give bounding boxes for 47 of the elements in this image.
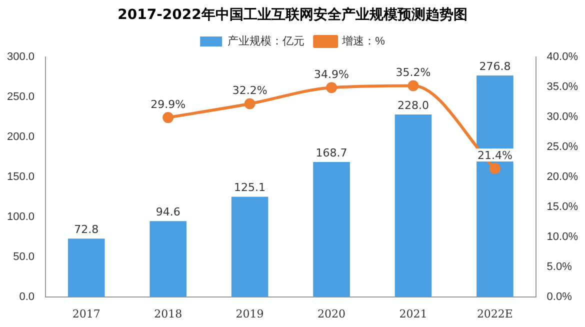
data-label: 34.9%	[314, 68, 349, 81]
data-label: 72.8	[74, 222, 99, 236]
data-label: 125.1	[234, 181, 266, 194]
data-label: 21.4%	[477, 148, 512, 162]
y-tick-label: 250.0	[6, 91, 35, 103]
data-label: 228.0	[397, 98, 429, 112]
bar	[394, 114, 432, 297]
y-tick-label: 200.0	[6, 130, 35, 143]
y-tick-label: 100.0	[6, 210, 35, 223]
bar	[476, 76, 514, 297]
x-tick-label: 2019	[236, 307, 264, 320]
x-tick-label: 2018	[154, 307, 182, 320]
x-tick-label: 2017	[72, 307, 100, 320]
data-label: 276.8	[479, 60, 511, 73]
chart-title: 2017-2022年中国工业互联网安全产业规模预测趋势图	[116, 6, 468, 25]
y2-tick-label: 10.0%	[546, 230, 578, 243]
x-tick-label: 2021	[399, 307, 428, 320]
y2-tick-label: 0.0%	[546, 290, 572, 303]
point	[326, 82, 338, 94]
legend-label: 增速：%	[341, 34, 386, 48]
x-tick-label: 2022E	[476, 307, 513, 320]
data-label: 168.7	[316, 146, 348, 160]
y2-tick-label: 35.0%	[546, 81, 578, 94]
data-label: 32.2%	[232, 84, 268, 98]
y-tick-label: 50.0	[13, 250, 35, 263]
x-tick-label: 2020	[318, 307, 346, 320]
y-tick-label: 0.0	[19, 290, 35, 303]
point	[489, 163, 500, 174]
point	[244, 98, 256, 110]
point	[162, 112, 174, 124]
bar	[150, 221, 186, 297]
point	[408, 80, 419, 92]
bar	[68, 238, 105, 297]
data-label: 35.2%	[396, 66, 431, 80]
y-tick-label: 300.0	[6, 51, 35, 64]
y2-tick-label: 40.0%	[546, 51, 578, 64]
bar	[231, 196, 268, 297]
y-tick-label: 150.0	[6, 170, 35, 183]
y2-tick-label: 25.0%	[546, 140, 578, 153]
y2-tick-label: 5.0%	[546, 260, 572, 273]
y2-tick-label: 30.0%	[546, 110, 578, 123]
data-label: 94.6	[156, 206, 180, 219]
y2-tick-label: 15.0%	[546, 200, 578, 213]
data-label: 29.9%	[150, 98, 186, 111]
y2-tick-label: 20.0%	[546, 170, 578, 183]
bar	[313, 162, 350, 297]
legend-label: 产业规模：亿元	[228, 34, 305, 48]
